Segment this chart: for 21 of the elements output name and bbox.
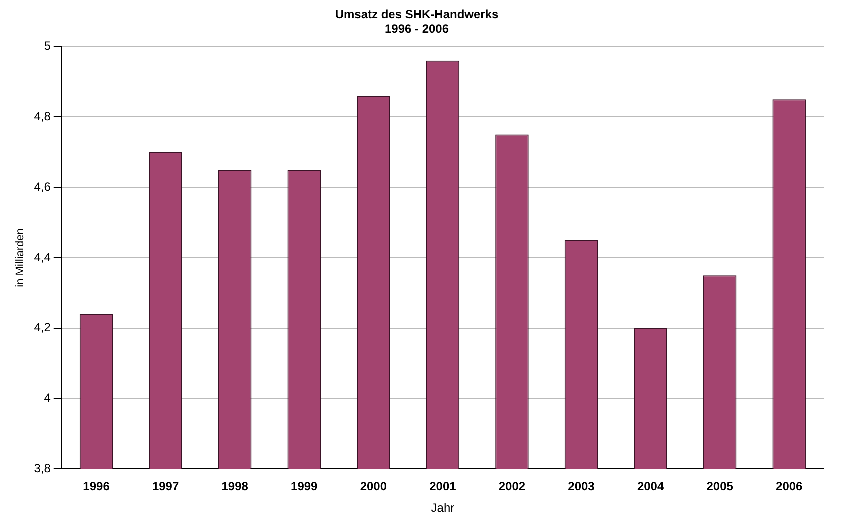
chart-title: Umsatz des SHK-Handwerks 1996 - 2006 <box>335 8 500 36</box>
y-axis-title: in Milliarden <box>14 228 27 288</box>
y-tick-label: 4,8 <box>34 110 52 124</box>
x-tick-label: 2002 <box>498 480 526 494</box>
x-axis-title: Jahr <box>431 501 455 516</box>
x-tick-label: 2001 <box>430 480 457 494</box>
y-tick-label: 3,8 <box>34 462 52 476</box>
y-tick-label: 4,4 <box>34 250 52 264</box>
y-tick-label: 4,6 <box>34 180 52 194</box>
y-tick-label: 5 <box>44 39 52 54</box>
x-tick-label: 2000 <box>360 480 388 494</box>
x-tick-label: 2003 <box>568 480 596 494</box>
x-tick-label: 2006 <box>776 480 804 494</box>
x-tick-label: 1998 <box>222 480 249 494</box>
x-tick-label: 1999 <box>291 480 318 494</box>
x-tick-label: 1996 <box>83 480 110 494</box>
x-tick-label: 2004 <box>637 480 664 494</box>
x-tick-label: 1997 <box>152 480 180 494</box>
y-tick-label: 4,2 <box>34 320 52 335</box>
x-tick-label: 2005 <box>706 480 734 494</box>
y-tick-label: 4 <box>44 391 52 406</box>
